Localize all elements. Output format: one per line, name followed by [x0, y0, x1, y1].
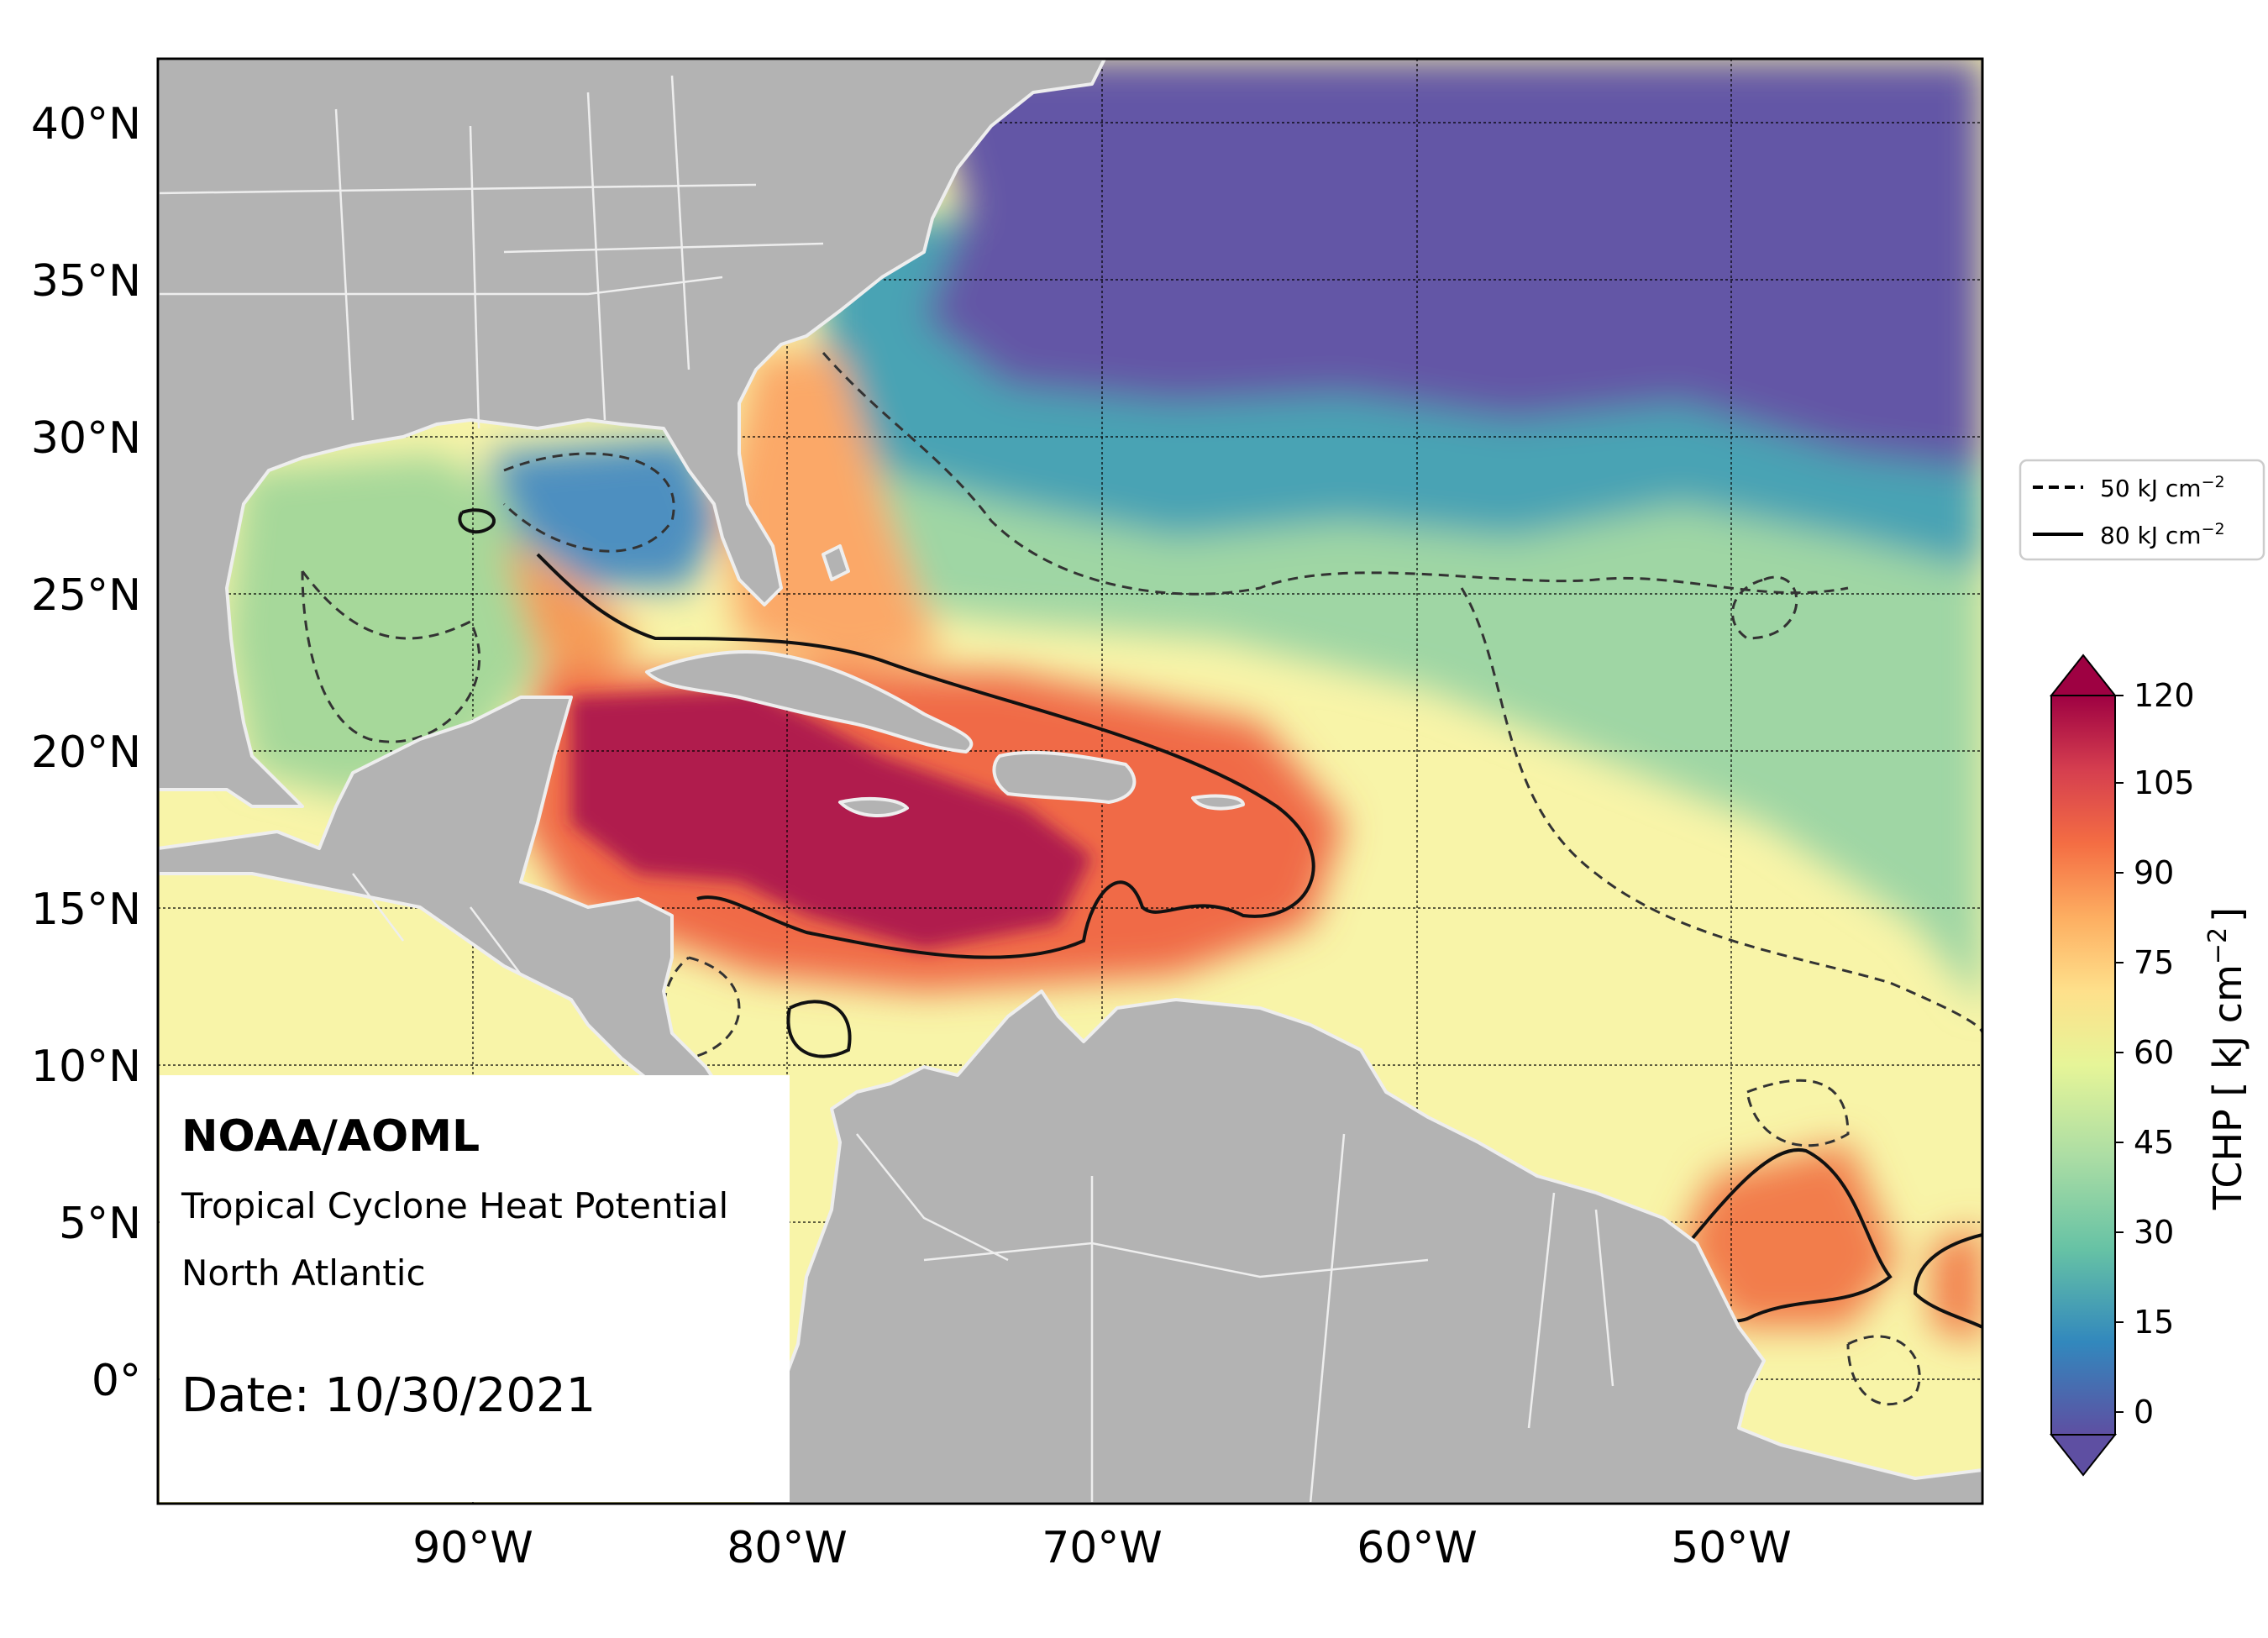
info-region: North Atlantic: [181, 1252, 426, 1294]
land-central-america: [158, 696, 724, 1102]
lat-label: 0°: [92, 1356, 141, 1406]
lat-label: 40°N: [31, 99, 141, 150]
heat-region-caribbean-west: [571, 689, 1092, 949]
land-south-america: [754, 990, 1982, 1504]
info-box-bg: [160, 1075, 790, 1502]
colorbar-tick-label: 75: [2134, 944, 2174, 981]
lon-label: 90°W: [412, 1523, 533, 1573]
contour-legend: 50 kJ cm−2 80 kJ cm−2: [2019, 459, 2265, 561]
land-cuba: [645, 650, 974, 753]
colorbar-tick-label: 120: [2134, 677, 2195, 714]
land-bahamas: [822, 544, 850, 581]
heat-region-amazon-plume-east: [1932, 1226, 1982, 1344]
lon-label: 80°W: [727, 1523, 848, 1573]
colorbar-tick-label: 105: [2134, 764, 2195, 801]
lat-label: 10°N: [31, 1042, 141, 1092]
colorbar: 0 15 30 45 60 75 90 105 120 TCHP [ kJ cm…: [2049, 654, 2250, 1477]
colorbar-tick-label: 90: [2134, 854, 2174, 891]
legend-item-80: 80 kJ cm−2: [2100, 520, 2225, 549]
colorbar-tick-label: 30: [2134, 1214, 2174, 1251]
lat-label: 25°N: [31, 570, 141, 621]
lat-label: 15°N: [31, 885, 141, 935]
map-area: [158, 59, 1982, 1504]
colorbar-top-extend: [2049, 654, 2118, 696]
colorbar-tick-label: 60: [2134, 1034, 2174, 1071]
info-date: Date: 10/30/2021: [181, 1368, 596, 1423]
colorbar-tick-label: 15: [2134, 1304, 2174, 1341]
borders: [158, 75, 1614, 1504]
land-hispaniola: [992, 750, 1137, 804]
colorbar-ticks: [2115, 695, 2124, 1413]
colorbar-label: TCHP [ kJ cm−2]: [2203, 907, 2250, 1210]
lat-label: 20°N: [31, 727, 141, 778]
info-product: Tropical Cyclone Heat Potential: [181, 1185, 728, 1226]
lat-label: 30°N: [31, 413, 141, 464]
info-org: NOAA/AOML: [181, 1111, 480, 1162]
lat-label: 5°N: [59, 1199, 141, 1249]
lat-labels: 40°N 35°N 30°N 25°N 20°N 15°N 10°N 5°N 0…: [31, 99, 141, 1406]
colorbar-tick-labels: 0 15 30 45 60 75 90 105 120: [2134, 677, 2195, 1431]
land-north-america: [158, 59, 1106, 808]
lon-label: 50°W: [1671, 1523, 1792, 1573]
lon-labels: 90°W 80°W 70°W 60°W 50°W: [412, 1523, 1792, 1573]
land-jamaica: [838, 796, 909, 817]
land: [158, 59, 1982, 1504]
heat-core: [571, 689, 1092, 949]
heat-region-loop-current: [504, 538, 638, 689]
contour-50: [301, 352, 1982, 1406]
info-box: NOAA/AOML Tropical Cyclone Heat Potentia…: [160, 1075, 790, 1502]
colorbar-tick-label: 45: [2134, 1124, 2174, 1161]
lon-label: 60°W: [1357, 1523, 1478, 1573]
contour-80: [458, 508, 1982, 1329]
heat-region-gulf-east: [487, 437, 722, 588]
colorbar-bottom-extend: [2049, 1434, 2118, 1477]
lon-label: 70°W: [1042, 1523, 1163, 1573]
colorbar-tick-label: 0: [2134, 1394, 2154, 1431]
land-puerto-rico: [1191, 794, 1245, 811]
lat-label: 35°N: [31, 256, 141, 307]
legend-item-50: 50 kJ cm−2: [2100, 473, 2225, 502]
map-frame: [156, 57, 1984, 1505]
heat-region-cold-northeast: [924, 59, 1982, 470]
colorbar-body: [2050, 695, 2116, 1436]
